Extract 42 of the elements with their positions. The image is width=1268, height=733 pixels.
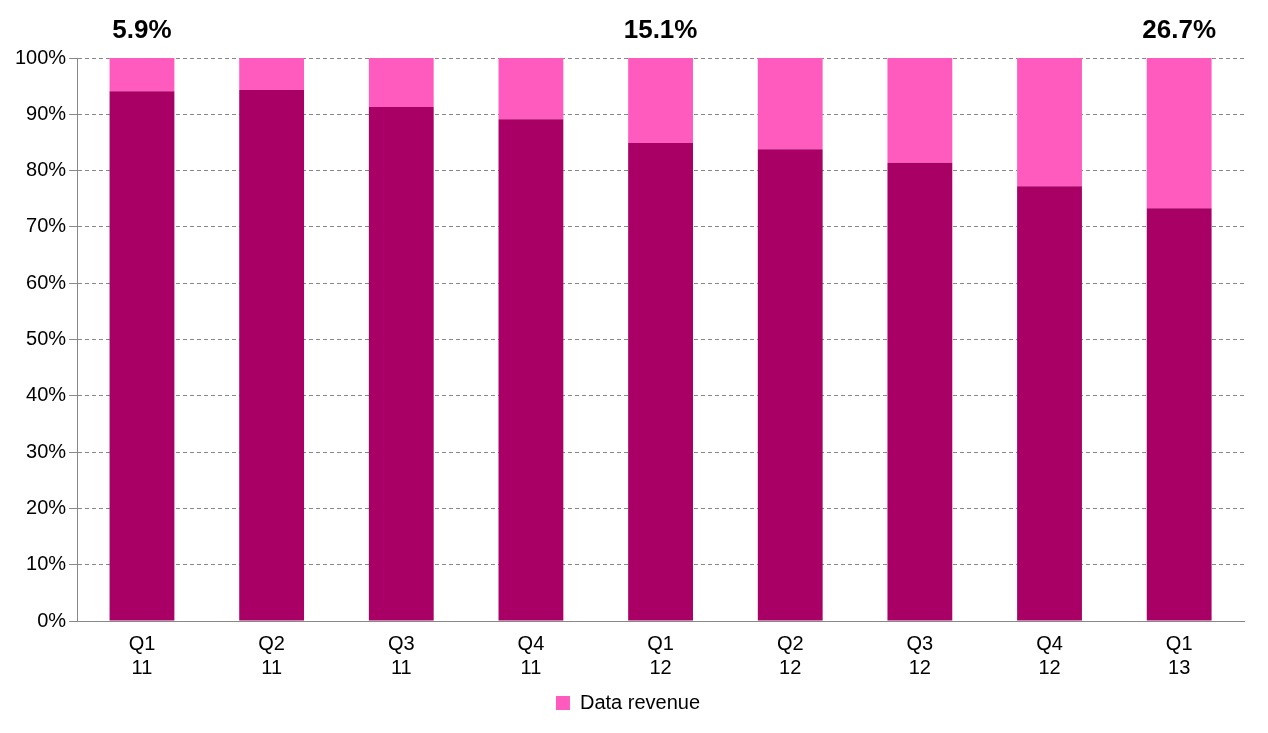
y-tick-label: 90% bbox=[26, 101, 67, 124]
data-label: 15.1% bbox=[623, 14, 698, 45]
bar bbox=[239, 90, 305, 621]
bar bbox=[368, 58, 434, 107]
y-tick-label: 100% bbox=[15, 45, 67, 68]
bar bbox=[1017, 186, 1082, 621]
bar bbox=[109, 91, 175, 621]
bar bbox=[628, 58, 693, 144]
x-tick-label: Q2 12 bbox=[776, 631, 804, 678]
bar bbox=[757, 58, 823, 150]
y-tick-label: 80% bbox=[26, 158, 67, 181]
x-tick-label: Q1 13 bbox=[1165, 631, 1193, 678]
bar bbox=[887, 162, 953, 621]
bar bbox=[368, 106, 434, 621]
x-tick-label: Q1 11 bbox=[128, 631, 156, 678]
bar bbox=[498, 58, 564, 120]
bar bbox=[1146, 208, 1212, 621]
bar bbox=[109, 58, 175, 92]
bar bbox=[628, 143, 693, 621]
y-tick-label: 20% bbox=[26, 495, 67, 518]
bar bbox=[1146, 58, 1212, 209]
x-tick-label: Q3 12 bbox=[906, 631, 934, 678]
y-tick-label: 60% bbox=[26, 270, 67, 293]
y-tick-label: 10% bbox=[26, 552, 67, 575]
bar bbox=[239, 58, 305, 91]
x-tick-label: Q3 11 bbox=[387, 631, 415, 678]
bar bbox=[1017, 58, 1082, 187]
x-tick-label: Q4 12 bbox=[1036, 631, 1063, 678]
data-label: 26.7% bbox=[1142, 14, 1217, 45]
bar bbox=[887, 58, 953, 163]
x-tick-label: Q1 12 bbox=[647, 631, 674, 678]
y-tick-label: 30% bbox=[26, 439, 67, 462]
y-tick-label: 50% bbox=[26, 327, 67, 350]
y-tick-label: 40% bbox=[26, 383, 67, 406]
legend-label: Data revenue bbox=[579, 690, 701, 713]
x-tick-label: Q4 11 bbox=[517, 631, 545, 678]
y-tick-label: 0% bbox=[37, 608, 67, 631]
y-tick-label: 70% bbox=[26, 214, 67, 237]
bar bbox=[757, 149, 823, 621]
bar bbox=[498, 119, 564, 621]
x-tick-label: Q2 11 bbox=[258, 631, 285, 678]
data-label: 5.9% bbox=[112, 14, 172, 45]
